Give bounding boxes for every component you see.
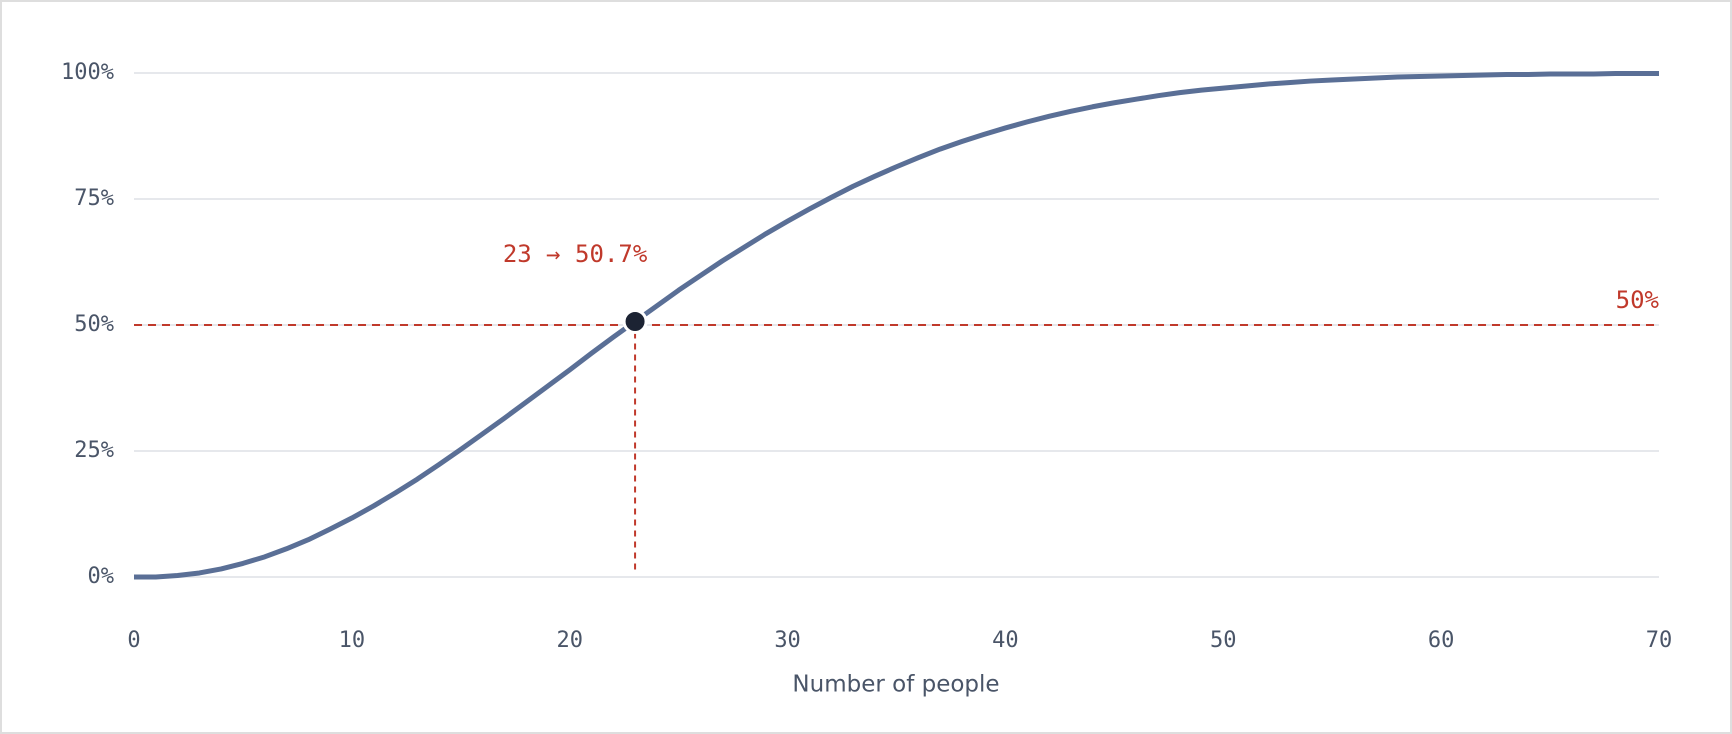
highlight-point [622,308,648,334]
x-tick-label: 10 [339,628,366,653]
highlight-label: 23 → 50.7% [503,240,648,268]
y-tick-label: 25% [74,438,114,463]
x-tick-label: 70 [1646,628,1673,653]
y-tick-label: 50% [74,312,114,337]
x-tick-label: 40 [992,628,1019,653]
reference-label: 50% [1616,286,1660,314]
y-tick-label: 75% [74,186,114,211]
x-tick-label: 50 [1210,628,1237,653]
y-tick-label: 100% [61,60,114,85]
x-tick-label: 30 [774,628,801,653]
line-series [134,71,1659,580]
x-axis-label: Number of people [792,672,999,698]
y-tick-label: 0% [88,564,115,589]
x-tick-label: 20 [556,628,583,653]
x-tick-label: 60 [1428,628,1455,653]
x-tick-label: 0 [127,628,140,653]
